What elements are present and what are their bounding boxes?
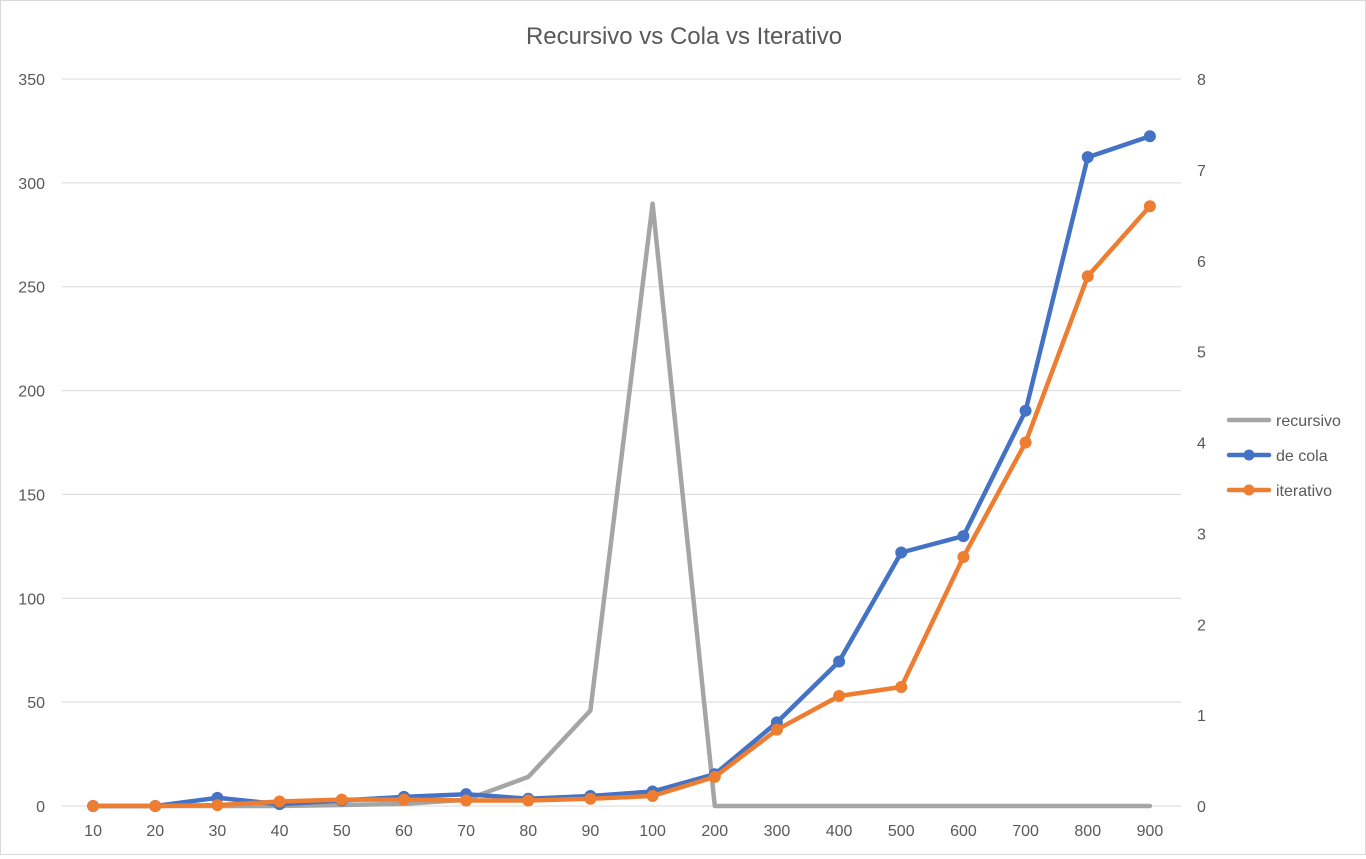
data-point [522, 794, 535, 807]
right-tick-label: 3 [1197, 526, 1206, 543]
data-point [87, 800, 100, 812]
right-axis-ticks: 0 1 2 3 4 5 6 7 8 [1197, 72, 1206, 816]
data-point [1081, 270, 1094, 283]
gridlines [62, 78, 1181, 807]
left-tick-label: 350 [18, 72, 45, 89]
right-tick-label: 6 [1197, 254, 1206, 271]
left-axis-ticks: 0 50 100 150 200 250 300 350 [18, 72, 45, 816]
data-point [273, 795, 286, 808]
right-tick-label: 7 [1197, 163, 1206, 180]
data-point [584, 792, 597, 805]
data-point [460, 794, 473, 807]
data-point [1081, 151, 1094, 164]
series-line-recursivo [90, 201, 1153, 809]
x-tick-label: 500 [888, 823, 915, 840]
data-point [957, 530, 970, 543]
right-tick-label: 8 [1197, 72, 1206, 89]
data-point [895, 546, 908, 559]
x-tick-label: 30 [209, 823, 227, 840]
chart-title: Recursivo vs Cola vs Iterativo [526, 23, 842, 50]
right-tick-label: 5 [1197, 345, 1206, 362]
data-point [397, 793, 410, 806]
x-tick-label: 300 [764, 823, 791, 840]
data-point [149, 800, 162, 812]
series-group [87, 130, 1156, 812]
left-tick-label: 0 [36, 799, 45, 816]
x-tick-label: 60 [395, 823, 413, 840]
data-point [335, 793, 348, 806]
data-point [770, 723, 783, 736]
data-point [1143, 130, 1156, 143]
x-tick-label: 70 [457, 823, 475, 840]
data-point [833, 690, 846, 703]
data-point [1019, 404, 1032, 417]
x-tick-label: 20 [146, 823, 164, 840]
left-tick-label: 150 [18, 487, 45, 504]
x-tick-label: 80 [519, 823, 537, 840]
left-tick-label: 250 [18, 280, 45, 297]
x-tick-label: 600 [950, 823, 977, 840]
x-axis-ticks: 10 20 30 40 50 60 70 80 90 100 200 300 400 500 600 700 8… [84, 823, 1163, 840]
data-point [211, 799, 224, 812]
x-tick-label: 900 [1137, 823, 1164, 840]
left-tick-label: 300 [18, 176, 45, 193]
x-tick-label: 90 [582, 823, 600, 840]
legend-label: recursivo [1276, 413, 1341, 430]
legend-marker [1243, 484, 1255, 496]
legend-marker [1243, 449, 1255, 461]
x-tick-label: 800 [1074, 823, 1101, 840]
x-tick-label: 700 [1012, 823, 1039, 840]
data-point [957, 551, 970, 564]
x-tick-label: 50 [333, 823, 351, 840]
legend: recursivo de cola iterativo [1226, 413, 1341, 500]
left-tick-label: 50 [27, 695, 45, 712]
x-tick-label: 400 [826, 823, 853, 840]
x-tick-label: 100 [639, 823, 666, 840]
data-point [646, 790, 659, 803]
right-tick-label: 2 [1197, 617, 1206, 634]
left-tick-label: 100 [18, 591, 45, 608]
data-point [833, 655, 846, 668]
x-tick-label: 200 [701, 823, 728, 840]
data-point [1143, 200, 1156, 213]
left-tick-label: 200 [18, 384, 45, 401]
right-tick-label: 0 [1197, 799, 1206, 816]
x-tick-label: 10 [84, 823, 102, 840]
right-tick-label: 1 [1197, 708, 1206, 725]
x-tick-label: 40 [271, 823, 289, 840]
series-line-iterativo [90, 203, 1153, 809]
data-point [895, 680, 908, 693]
right-tick-label: 4 [1197, 436, 1206, 453]
legend-label: de cola [1276, 448, 1328, 465]
data-point [708, 770, 721, 783]
data-point [1019, 436, 1032, 449]
legend-label: iterativo [1276, 483, 1332, 500]
